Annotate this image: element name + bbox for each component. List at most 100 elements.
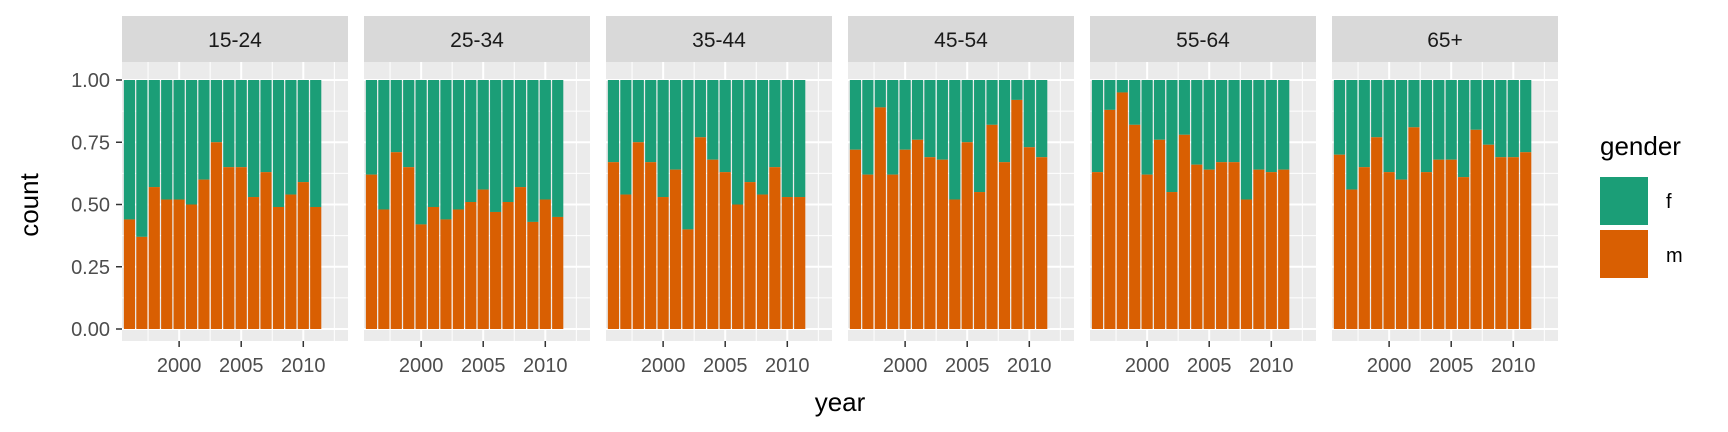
y-axis-title: count: [14, 172, 44, 236]
x-tick-label: 2000: [883, 355, 928, 377]
bar-m-1998: [148, 187, 160, 329]
bar-m-2000: [1383, 172, 1395, 329]
bar-m-2007: [744, 182, 756, 329]
bar-m-2007: [1228, 162, 1240, 329]
bar-f-1996: [849, 80, 862, 150]
facet-strip-label: 35-44: [692, 29, 746, 52]
bar-f-1997: [1346, 80, 1358, 190]
bar-f-2002: [198, 80, 210, 180]
bar-f-2011: [552, 80, 564, 217]
legend-key-m: [1600, 230, 1648, 278]
y-axis: 0.00 0.25 0.50 0.75 1.00: [71, 70, 122, 341]
bar-f-2002: [1166, 80, 1178, 193]
bar-m-2010: [781, 197, 793, 329]
bar-m-2005: [719, 172, 731, 329]
bar-m-2009: [1011, 99, 1023, 329]
bar-m-2009: [1495, 157, 1507, 329]
bar-f-2004: [223, 80, 235, 168]
bar-m-2004: [465, 202, 477, 329]
bar-m-1999: [1129, 124, 1141, 329]
y-tick-label: 0.50: [71, 195, 110, 217]
bar-m-2004: [707, 159, 719, 329]
bar-f-2001: [911, 80, 924, 140]
bar-m-1996: [1333, 154, 1346, 329]
bar-f-2009: [285, 80, 297, 195]
y-tick-label: 0.75: [71, 132, 110, 154]
bar-f-1999: [403, 80, 415, 168]
bar-f-2000: [173, 80, 185, 200]
x-tick-label: 2000: [1367, 355, 1412, 377]
x-tick-label: 2010: [281, 355, 326, 377]
bar-m-1998: [390, 152, 402, 329]
bar-f-2003: [210, 80, 222, 143]
bar-f-2001: [185, 80, 198, 205]
bar-m-1997: [136, 236, 148, 329]
y-tick-label: 1.00: [71, 70, 110, 92]
bar-f-1998: [390, 80, 402, 153]
facet-panel-65+: 65+: [1332, 16, 1558, 341]
bar-m-1997: [862, 174, 874, 329]
y-tick-label: 0.00: [71, 319, 110, 341]
bar-m-2003: [452, 209, 464, 329]
bar-f-1998: [632, 80, 644, 143]
bar-m-2010: [297, 182, 309, 329]
bar-f-1996: [123, 80, 136, 220]
bar-m-2000: [173, 199, 185, 329]
bar-m-2002: [1408, 127, 1420, 329]
bar-f-2007: [502, 80, 514, 203]
bar-m-2005: [477, 189, 489, 329]
bar-m-2008: [514, 187, 527, 329]
facet-strip: [606, 16, 832, 62]
bar-f-2004: [707, 80, 719, 160]
facet-strip-label: 45-54: [934, 29, 988, 52]
bar-f-2004: [1433, 80, 1445, 160]
x-axis-title: year: [815, 387, 866, 417]
bar-f-2007: [986, 80, 998, 125]
bar-f-2009: [1011, 80, 1023, 100]
bar-f-2011: [1278, 80, 1290, 170]
bar-f-1996: [365, 80, 378, 175]
bar-f-1999: [1371, 80, 1383, 138]
bar-f-2000: [415, 80, 427, 225]
bar-f-2010: [539, 80, 551, 200]
bar-f-1997: [620, 80, 632, 195]
bar-f-2008: [514, 80, 527, 188]
bar-m-1998: [874, 107, 886, 329]
bar-f-2001: [427, 80, 440, 207]
bar-f-1998: [148, 80, 160, 188]
legend: gender f m: [1600, 131, 1683, 278]
bar-m-2001: [1153, 139, 1166, 329]
bar-m-1997: [620, 194, 632, 329]
bar-m-2009: [1253, 169, 1265, 329]
bar-f-2010: [297, 80, 309, 183]
bar-m-2005: [1445, 159, 1457, 329]
bar-f-2000: [1141, 80, 1153, 175]
bar-m-2001: [185, 204, 198, 329]
x-tick-label: 2000: [641, 355, 686, 377]
bar-m-2005: [961, 142, 973, 329]
facet-strip: [1332, 16, 1558, 62]
bar-f-2006: [732, 80, 744, 205]
facet-strip: [122, 16, 348, 62]
bar-f-2004: [949, 80, 961, 200]
x-tick-label: 2010: [765, 355, 810, 377]
bar-f-2002: [440, 80, 452, 220]
facet-strip-label: 65+: [1427, 29, 1463, 52]
legend-title: gender: [1600, 131, 1681, 161]
bar-m-2001: [911, 139, 924, 329]
facet-panels: 15-24 25-34 35-44 45-54 55-64 65+: [122, 16, 1558, 341]
x-tick-label: 2000: [399, 355, 444, 377]
bar-f-1996: [1333, 80, 1346, 155]
bar-m-1996: [849, 149, 862, 329]
bar-f-1999: [645, 80, 657, 163]
bar-f-2000: [657, 80, 669, 198]
bar-f-2005: [1203, 80, 1215, 170]
bar-m-2010: [1507, 157, 1519, 329]
x-tick-label: 2005: [461, 355, 506, 377]
bar-m-1999: [645, 162, 657, 329]
bar-m-2007: [260, 172, 272, 329]
bar-m-2004: [1191, 164, 1203, 329]
bar-m-2003: [936, 159, 948, 329]
bar-m-2007: [986, 124, 998, 329]
